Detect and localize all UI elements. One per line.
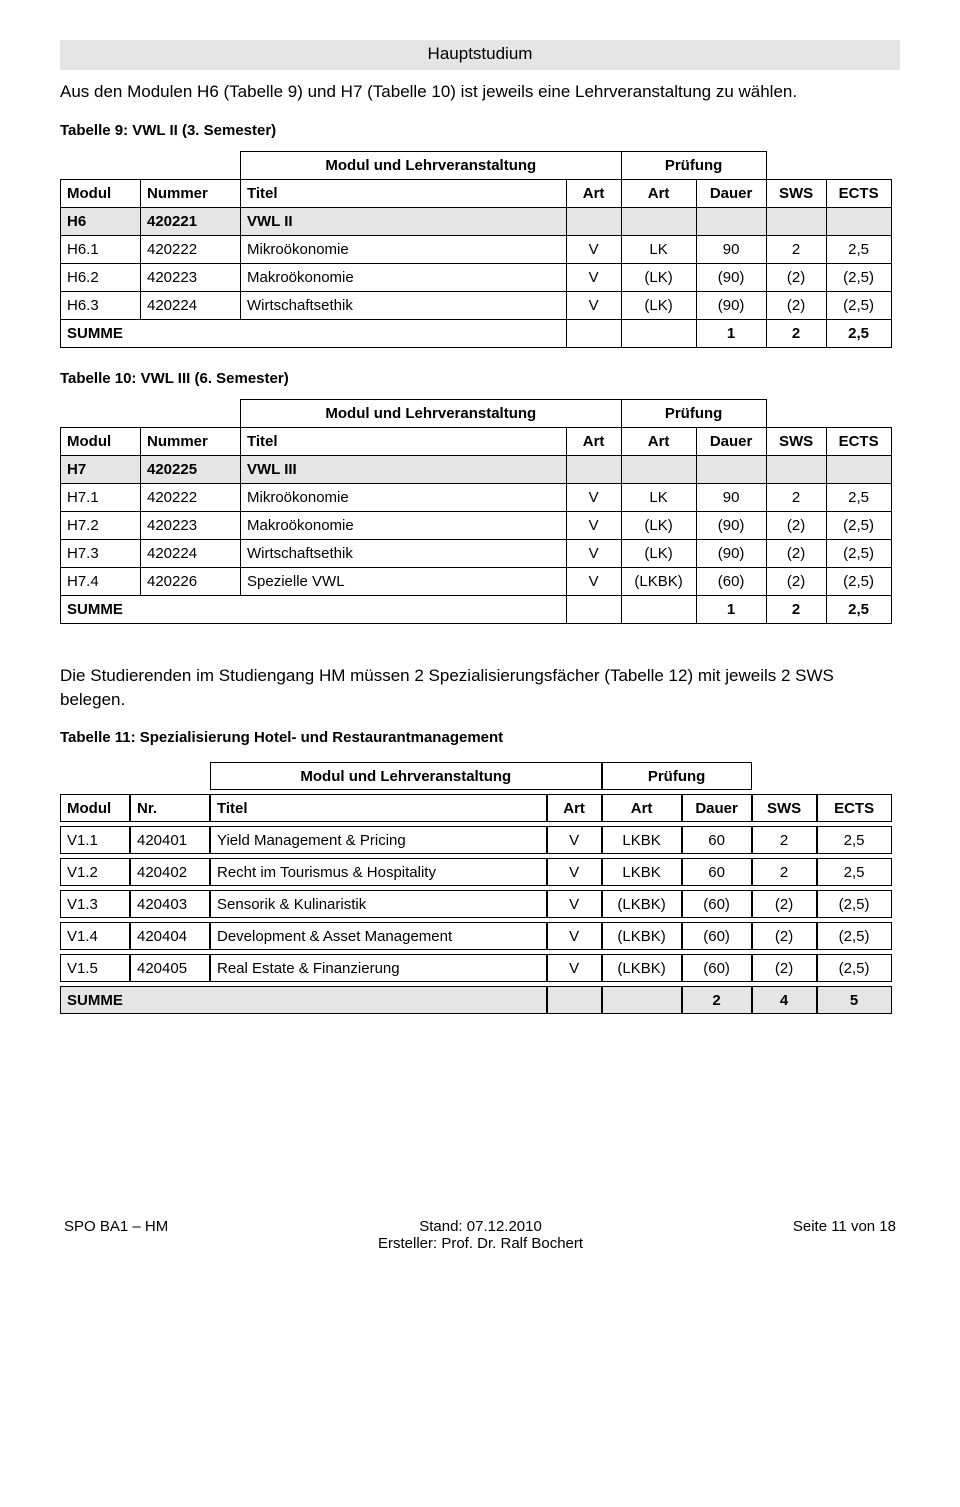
t9-col-modul: Modul — [61, 179, 141, 207]
t9-col-nummer: Nummer — [141, 179, 241, 207]
t9-col-art2: Art — [621, 179, 696, 207]
table10: Modul und Lehrveranstaltung Prüfung Modu… — [60, 399, 892, 624]
t10-group1: Modul und Lehrveranstaltung — [241, 399, 622, 427]
t9-col-art1: Art — [566, 179, 621, 207]
t10-module-row: H7 420225 VWL III — [61, 455, 892, 483]
table9-title: Tabelle 9: VWL II (3. Semester) — [60, 122, 900, 139]
t9-col-ects: ECTS — [826, 179, 891, 207]
table-row: H7.1420222MikroökonomieVLK9022,5 — [61, 483, 892, 511]
table-row: H7.3420224WirtschaftsethikV(LK)(90)(2)(2… — [61, 539, 892, 567]
table-row: V1.4420404Development & Asset Management… — [60, 922, 892, 950]
page-footer: SPO BA1 – HM Stand: 07.12.2010 Ersteller… — [60, 1218, 900, 1252]
table-row: V1.3420403Sensorik & KulinaristikV(LKBK)… — [60, 890, 892, 918]
footer-left: SPO BA1 – HM — [64, 1218, 168, 1252]
t11-group1: Modul und Lehrveranstaltung — [210, 762, 602, 790]
footer-center-bottom: Ersteller: Prof. Dr. Ralf Bochert — [378, 1235, 583, 1252]
t9-group1: Modul und Lehrveranstaltung — [241, 151, 622, 179]
t11-group2: Prüfung — [602, 762, 752, 790]
table-row: H6.2420223MakroökonomieV(LK)(90)(2)(2,5) — [61, 263, 892, 291]
table-row: V1.1420401Yield Management & PricingVLKB… — [60, 826, 892, 854]
t9-col-titel: Titel — [241, 179, 567, 207]
table11-title: Tabelle 11: Spezialisierung Hotel- und R… — [60, 729, 900, 746]
table-row: H6.1420222MikroökonomieVLK9022,5 — [61, 235, 892, 263]
footer-right: Seite 11 von 18 — [793, 1218, 896, 1252]
t9-col-sws: SWS — [766, 179, 826, 207]
table11: Modul und Lehrveranstaltung Prüfung Modu… — [60, 758, 892, 1018]
intro-text: Aus den Modulen H6 (Tabelle 9) und H7 (T… — [60, 80, 900, 104]
t11-sum-row: SUMME 2 4 5 — [60, 986, 892, 1014]
t9-module-row: H6 420221 VWL II — [61, 207, 892, 235]
table-row: V1.2420402Recht im Tourismus & Hospitali… — [60, 858, 892, 886]
table9: Modul und Lehrveranstaltung Prüfung Modu… — [60, 151, 892, 348]
t9-sum-row: SUMME 1 2 2,5 — [61, 319, 892, 347]
t10-sum-row: SUMME 1 2 2,5 — [61, 595, 892, 623]
table-row: H7.4420226Spezielle VWLV(LKBK)(60)(2)(2,… — [61, 567, 892, 595]
page-header: Hauptstudium — [60, 40, 900, 70]
table10-title: Tabelle 10: VWL III (6. Semester) — [60, 370, 900, 387]
footer-center-top: Stand: 07.12.2010 — [378, 1218, 583, 1235]
table-row: H7.2420223MakroökonomieV(LK)(90)(2)(2,5) — [61, 511, 892, 539]
mid-text: Die Studierenden im Studiengang HM müsse… — [60, 664, 900, 712]
t9-col-dauer: Dauer — [696, 179, 766, 207]
t10-group2: Prüfung — [621, 399, 766, 427]
table-row: V1.5420405Real Estate & FinanzierungV(LK… — [60, 954, 892, 982]
table-row: H6.3420224WirtschaftsethikV(LK)(90)(2)(2… — [61, 291, 892, 319]
t9-group2: Prüfung — [621, 151, 766, 179]
